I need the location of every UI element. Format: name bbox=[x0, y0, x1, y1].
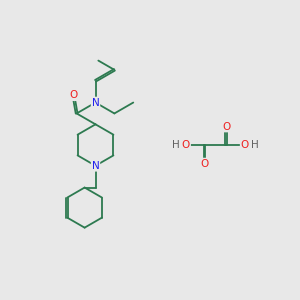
Text: O: O bbox=[222, 122, 230, 131]
Text: O: O bbox=[241, 140, 249, 150]
Text: O: O bbox=[69, 90, 77, 100]
Text: N: N bbox=[92, 98, 99, 107]
Text: H: H bbox=[251, 140, 259, 150]
Text: N: N bbox=[92, 161, 99, 171]
Text: H: H bbox=[172, 140, 180, 150]
Text: O: O bbox=[200, 159, 208, 169]
Text: O: O bbox=[182, 140, 190, 150]
